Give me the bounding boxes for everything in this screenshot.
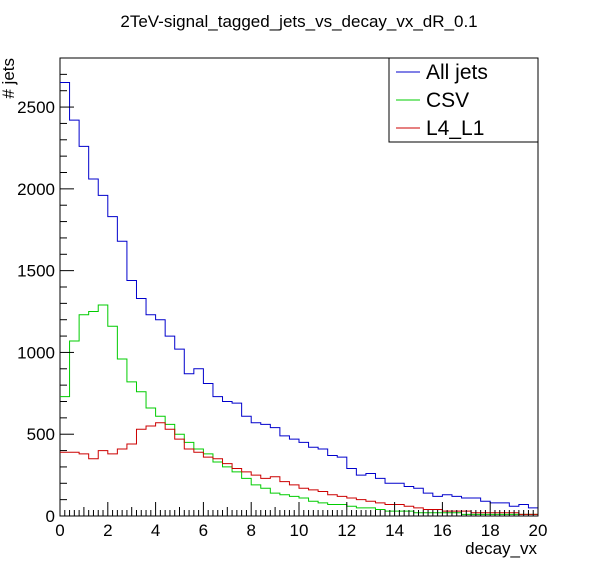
chart-title: 2TeV-signal_tagged_jets_vs_decay_vx_dR_0… [120,12,477,31]
legend-label: All jets [426,61,488,84]
y-tick-label: 2000 [17,180,55,199]
x-tick-label: 10 [290,521,309,540]
x-tick-label: 6 [199,521,208,540]
x-tick-label: 18 [481,521,500,540]
x-axis: 0 2 4 6 8 10 12 14 16 18 20 [55,502,547,540]
x-axis-label: decay_vx [465,539,537,558]
y-tick-label: 500 [27,425,55,444]
legend-label: CSV [426,89,469,112]
series-line-all-jets [60,82,538,509]
y-axis: 0 500 1000 1500 2000 2500 [17,57,74,526]
x-tick-label: 20 [529,521,548,540]
x-tick-label: 0 [55,521,64,540]
y-tick-label: 1000 [17,343,55,362]
y-tick-label: 2500 [17,98,55,117]
x-tick-label: 16 [433,521,452,540]
legend-label: L4_L1 [426,117,484,140]
legend: All jets CSV L4_L1 [388,57,539,143]
y-axis-label: # jets [0,58,18,99]
x-tick-label: 12 [337,521,356,540]
y-tick-label: 0 [46,507,55,526]
x-tick-label: 14 [385,521,404,540]
x-tick-label: 2 [103,521,112,540]
series-line-l4-l1 [60,422,538,515]
x-tick-label: 8 [246,521,255,540]
y-tick-label: 1500 [17,262,55,281]
x-tick-label: 4 [151,521,160,540]
